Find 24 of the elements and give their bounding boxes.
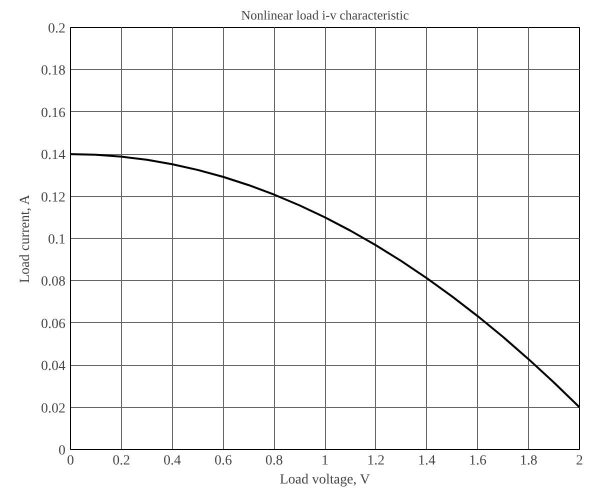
x-tick-label: 1.2 bbox=[367, 454, 385, 468]
x-tick-label: 0.4 bbox=[164, 454, 182, 468]
y-axis-title: Load current, A bbox=[18, 194, 33, 284]
y-tick-label: 0.16 bbox=[41, 106, 66, 121]
y-tick-label: 0.1 bbox=[48, 232, 66, 248]
x-tick-label: 1.8 bbox=[520, 454, 538, 468]
chart-title: Nonlinear load i-v characteristic bbox=[241, 8, 410, 22]
y-tick-label: 0.18 bbox=[41, 64, 66, 79]
y-tick-label: 0.04 bbox=[41, 359, 66, 374]
y-tick-label: 0.14 bbox=[41, 148, 66, 164]
x-axis-title: Load voltage, V bbox=[280, 472, 370, 488]
y-tick-label: 0.02 bbox=[41, 401, 66, 416]
y-tick-label: 0.2 bbox=[48, 22, 66, 36]
x-tick-label: 0.6 bbox=[214, 454, 232, 468]
y-tick-label: 0.08 bbox=[41, 274, 66, 290]
x-tick-label: 1.4 bbox=[418, 454, 436, 468]
x-tick-label: 2 bbox=[576, 454, 583, 468]
x-tick-label: 1 bbox=[322, 454, 328, 468]
x-tick-label: 0.8 bbox=[265, 454, 283, 468]
y-tick-label: 0.06 bbox=[41, 316, 66, 332]
x-tick-label: 1.6 bbox=[468, 454, 486, 468]
y-tick-label: 0.12 bbox=[41, 190, 66, 206]
y-tick-label: 0 bbox=[58, 444, 66, 458]
x-tick-label: 0.2 bbox=[112, 454, 130, 468]
